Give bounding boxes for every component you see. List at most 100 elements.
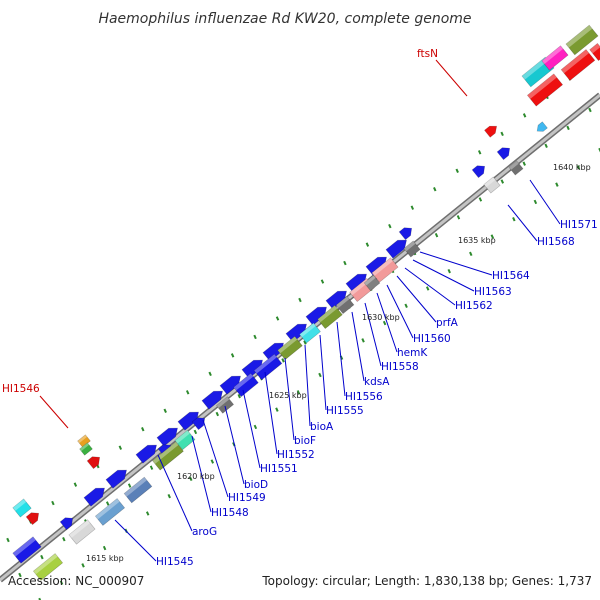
gene-feature[interactable] <box>12 498 32 518</box>
gene-label-hemk[interactable]: hemK <box>397 347 428 359</box>
gene-label-hi1552[interactable]: HI1552 <box>277 449 315 461</box>
tick-mark <box>215 411 220 417</box>
gene-feature[interactable] <box>363 274 381 292</box>
tick-mark <box>167 493 171 499</box>
gene-arrow[interactable] <box>86 453 103 470</box>
gene-label-hi1549[interactable]: HI1549 <box>228 492 266 504</box>
tick-mark <box>434 232 439 238</box>
gene-feature[interactable] <box>541 45 569 71</box>
gene-feature[interactable] <box>253 353 283 381</box>
gene-arrow[interactable] <box>365 253 390 276</box>
gene-arrow[interactable] <box>156 424 181 447</box>
gene-label-hi1564[interactable]: HI1564 <box>492 270 530 282</box>
label-leader-line <box>114 519 157 562</box>
gene-feature[interactable] <box>123 476 153 504</box>
tick-mark <box>185 390 190 395</box>
tick-mark <box>500 131 504 137</box>
gene-label-kdsa[interactable]: kdsA <box>364 376 390 388</box>
gene-arrow[interactable] <box>219 372 244 395</box>
gene-feature[interactable] <box>94 498 126 526</box>
gene-arrow[interactable] <box>496 144 513 161</box>
gene-arrow[interactable] <box>177 408 202 431</box>
gene-feature[interactable] <box>565 24 599 56</box>
gene-label-hi1562[interactable]: HI1562 <box>455 300 493 312</box>
gene-label-hi1563[interactable]: HI1563 <box>474 286 512 298</box>
gene-arrow[interactable] <box>25 509 42 526</box>
label-leader-line <box>404 267 456 306</box>
gene-label-hi1571[interactable]: HI1571 <box>560 219 598 231</box>
tick-mark <box>118 445 123 450</box>
tick-mark <box>343 260 347 266</box>
gene-arrow[interactable] <box>471 162 488 179</box>
gene-label-biod[interactable]: bioD <box>244 479 268 491</box>
gene-label-hi1545[interactable]: HI1545 <box>156 556 194 568</box>
gene-feature[interactable] <box>483 176 501 194</box>
gene-label-hi1568[interactable]: HI1568 <box>537 236 575 248</box>
gene-feature[interactable] <box>299 322 321 344</box>
tick-mark <box>576 165 581 170</box>
gene-arrow[interactable] <box>135 441 160 464</box>
tick-mark <box>230 353 235 358</box>
scale-label: 1625 kbp <box>269 391 307 400</box>
gene-feature[interactable] <box>508 160 524 176</box>
gene-label-bioa[interactable]: bioA <box>310 421 334 433</box>
tick-mark <box>433 187 437 192</box>
tick-mark <box>533 199 538 205</box>
tick-mark <box>598 147 600 153</box>
gene-label-hi1548[interactable]: HI1548 <box>211 507 249 519</box>
gene-feature[interactable] <box>317 304 343 330</box>
gene-feature[interactable] <box>526 73 564 107</box>
tick-mark <box>81 563 85 568</box>
label-leader-line <box>319 334 327 411</box>
gene-arrow[interactable] <box>83 484 108 507</box>
gene-feature[interactable] <box>215 396 235 414</box>
gene-feature[interactable] <box>335 295 355 315</box>
tick-mark <box>388 223 392 229</box>
label-leader-line <box>364 302 382 367</box>
gene-arrow[interactable] <box>305 303 330 326</box>
gene-label-hi1558[interactable]: HI1558 <box>381 361 419 373</box>
tick-mark <box>237 393 241 399</box>
tick-mark <box>210 459 215 464</box>
tick-mark <box>522 113 527 118</box>
gene-arrow[interactable] <box>325 287 350 310</box>
gene-label-prfa[interactable]: prfA <box>436 317 459 329</box>
tick-mark <box>141 427 145 432</box>
gene-feature[interactable] <box>233 372 259 398</box>
gene-feature[interactable] <box>403 240 421 258</box>
gene-arrow[interactable] <box>59 514 76 531</box>
gene-label-hi1556[interactable]: HI1556 <box>345 391 383 403</box>
gene-arrow-ftsn[interactable] <box>484 123 500 138</box>
label-leader-line <box>157 454 193 532</box>
gene-arrow[interactable] <box>191 414 208 431</box>
gene-feature[interactable] <box>79 442 93 456</box>
gene-label-hi1560[interactable]: HI1560 <box>413 333 451 345</box>
gene-label-hi1551[interactable]: HI1551 <box>260 463 298 475</box>
gene-label-hi1546[interactable]: HI1546 <box>2 383 40 395</box>
gene-feature[interactable] <box>589 42 600 62</box>
tick-mark <box>555 182 559 187</box>
gene-feature[interactable] <box>174 429 196 451</box>
gene-feature[interactable] <box>12 536 42 564</box>
gene-feature[interactable] <box>32 553 64 581</box>
gene-arrow[interactable] <box>385 236 410 259</box>
gene-feature[interactable] <box>77 434 91 448</box>
tick-mark <box>382 320 387 326</box>
gene-arrow[interactable] <box>105 466 130 489</box>
gene-label-arog[interactable]: aroG <box>192 526 217 538</box>
gene-label-biof[interactable]: bioF <box>294 435 316 447</box>
gene-label-ftsn[interactable]: ftsN <box>417 48 438 60</box>
gene-feature[interactable] <box>68 519 96 545</box>
tick-mark <box>365 242 370 247</box>
gene-arrow[interactable] <box>201 387 226 410</box>
gene-label-hi1555[interactable]: HI1555 <box>326 405 364 417</box>
gene-feature[interactable] <box>371 257 399 283</box>
label-leader-line <box>224 405 245 485</box>
label-leader-line <box>412 259 475 292</box>
gene-feature[interactable] <box>560 49 596 81</box>
tick-mark <box>6 537 10 543</box>
gene-arrow[interactable] <box>535 121 548 135</box>
gene-feature[interactable] <box>277 335 303 361</box>
gene-arrow[interactable] <box>398 224 415 241</box>
gene-features <box>12 24 600 581</box>
